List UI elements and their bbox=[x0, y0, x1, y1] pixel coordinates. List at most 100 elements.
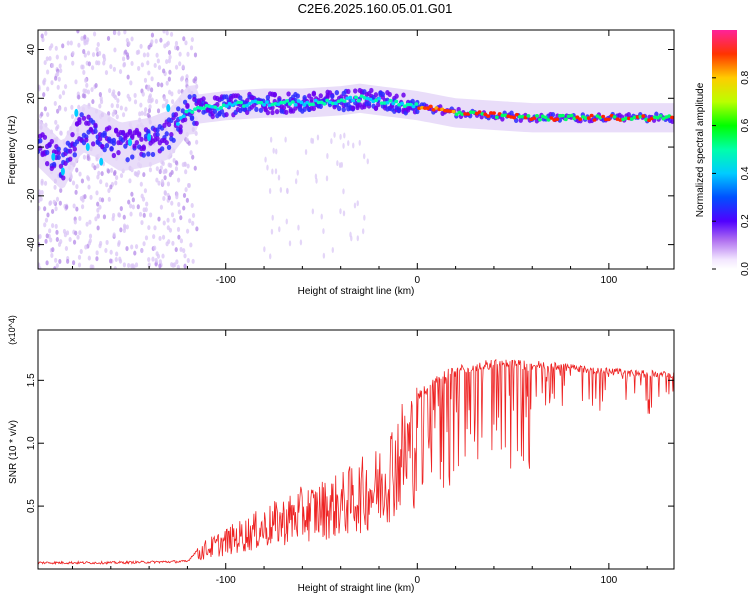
ridge-core-mark bbox=[624, 116, 629, 121]
noise-mark bbox=[61, 43, 65, 49]
noise-mark bbox=[118, 69, 123, 75]
noise-mark bbox=[87, 255, 91, 261]
noise-mark bbox=[46, 69, 50, 75]
noise-mark bbox=[45, 233, 49, 239]
ridge-core-mark bbox=[316, 100, 321, 105]
noise-mark bbox=[179, 76, 184, 82]
ridge-mark bbox=[38, 138, 43, 144]
noise-mark bbox=[188, 218, 192, 224]
noise-mark bbox=[130, 191, 134, 197]
ridge-mark bbox=[341, 107, 346, 113]
noise-mark bbox=[40, 33, 44, 39]
noise-mark bbox=[182, 205, 186, 211]
noise-mark bbox=[176, 264, 180, 269]
noise-mark bbox=[119, 206, 123, 212]
ridge-core-mark bbox=[379, 101, 384, 105]
ridge-mark bbox=[212, 108, 218, 114]
y-tick-label: 1.0 bbox=[26, 436, 37, 450]
noise-mark bbox=[98, 92, 102, 98]
noise-mark bbox=[149, 212, 153, 218]
noise-mark bbox=[177, 201, 181, 207]
ridge-core-mark bbox=[549, 116, 554, 120]
noise-mark bbox=[56, 71, 60, 77]
noise-mark bbox=[168, 54, 172, 60]
noise-mark bbox=[174, 64, 179, 70]
ridge-core-mark bbox=[517, 114, 522, 119]
ridge-core-mark bbox=[431, 108, 436, 112]
ridge-core-mark bbox=[308, 102, 313, 107]
noise-mark bbox=[87, 240, 92, 246]
noise-mark bbox=[147, 225, 151, 231]
noise-mark bbox=[134, 262, 139, 268]
noise-mark bbox=[161, 161, 165, 167]
noise-mark bbox=[269, 253, 272, 260]
ridge-mark bbox=[369, 87, 374, 94]
snr-ylabel: SNR (10 * v/v) bbox=[8, 420, 19, 484]
noise-mark bbox=[141, 196, 146, 202]
noise-mark bbox=[80, 204, 85, 210]
noise-mark bbox=[126, 74, 130, 80]
ridge-core-mark bbox=[468, 110, 473, 114]
noise-mark bbox=[166, 181, 171, 187]
noise-mark bbox=[174, 247, 178, 253]
ridge-mark bbox=[550, 112, 556, 118]
noise-mark bbox=[59, 130, 63, 136]
ridge-core-mark bbox=[483, 112, 488, 117]
noise-mark bbox=[114, 175, 119, 181]
noise-mark bbox=[363, 214, 366, 221]
noise-mark bbox=[181, 64, 185, 70]
noise-mark bbox=[91, 99, 95, 105]
ridge-mark bbox=[166, 121, 172, 128]
noise-mark bbox=[123, 30, 127, 35]
noise-mark bbox=[96, 163, 100, 169]
noise-mark bbox=[185, 79, 189, 85]
noise-mark bbox=[81, 93, 85, 99]
noise-mark bbox=[125, 246, 129, 252]
ridge-mark bbox=[396, 108, 402, 114]
ridge-mark bbox=[93, 122, 98, 128]
noise-mark bbox=[148, 167, 153, 173]
noise-mark bbox=[157, 180, 161, 186]
ridge-core-mark bbox=[190, 110, 195, 114]
noise-mark bbox=[77, 94, 81, 100]
ridge-mark bbox=[97, 136, 103, 142]
noise-mark bbox=[115, 251, 119, 257]
ridge-core-mark bbox=[279, 100, 284, 105]
spectrogram-panel: -100 0 100 -40 -20 0 20 40 Height of straight l… bbox=[7, 29, 675, 297]
ridge-mark bbox=[162, 122, 167, 129]
ridge-mark bbox=[219, 108, 225, 114]
ridge-mark bbox=[187, 94, 192, 100]
ridge-mark bbox=[136, 131, 142, 137]
noise-mark bbox=[339, 208, 342, 215]
noise-mark bbox=[121, 56, 126, 62]
ridge-mark bbox=[169, 132, 174, 138]
chart-title: C2E6.2025.160.05.01.G01 bbox=[297, 1, 453, 16]
ridge-mark bbox=[176, 106, 181, 112]
noise-mark bbox=[119, 105, 123, 111]
noise-mark bbox=[83, 40, 87, 46]
noise-mark bbox=[136, 204, 140, 210]
noise-mark bbox=[183, 263, 187, 269]
ridge-core-mark bbox=[500, 113, 505, 118]
noise-mark bbox=[119, 173, 124, 179]
noise-mark bbox=[154, 38, 158, 44]
noise-mark bbox=[70, 114, 75, 120]
ridge-core-mark bbox=[486, 114, 491, 118]
ridge-mark bbox=[44, 149, 50, 156]
noise-mark bbox=[189, 242, 193, 248]
noise-mark bbox=[44, 30, 48, 36]
noise-mark bbox=[44, 238, 48, 244]
noise-mark bbox=[71, 51, 75, 57]
noise-mark bbox=[111, 212, 116, 218]
noise-mark bbox=[139, 181, 143, 187]
ridge-mark bbox=[159, 146, 165, 152]
ridge-core-mark bbox=[661, 116, 666, 121]
ridge-core-mark bbox=[578, 117, 583, 121]
noise-mark bbox=[162, 96, 167, 102]
ridge-mark bbox=[164, 131, 169, 137]
noise-mark bbox=[142, 172, 146, 178]
ridge-mark bbox=[150, 151, 156, 158]
ridge-core-mark bbox=[454, 112, 459, 117]
noise-mark bbox=[82, 154, 87, 160]
spectrogram-xlabel: Height of straight line (km) bbox=[298, 286, 415, 297]
